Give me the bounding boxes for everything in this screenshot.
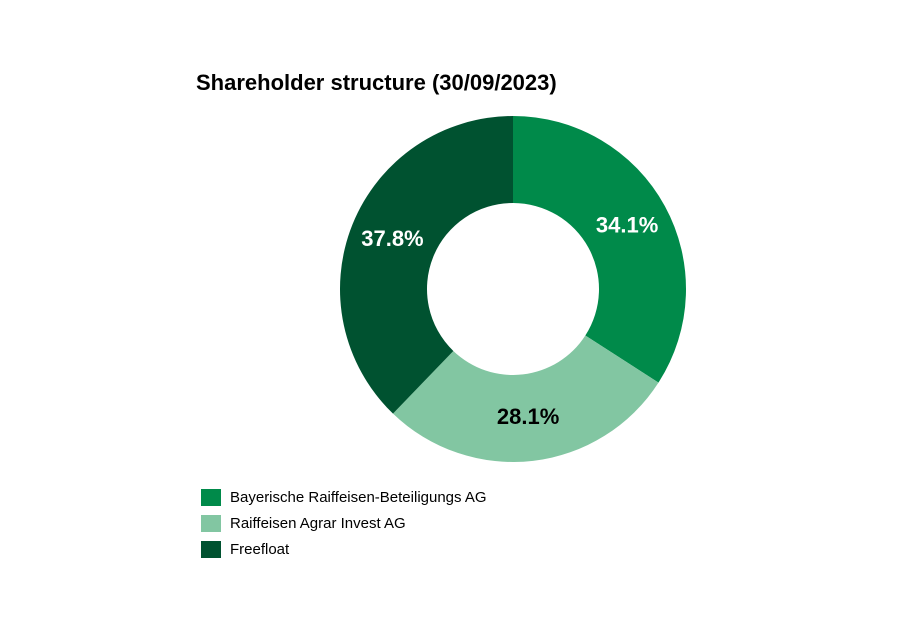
slice-value-label: 34.1% (596, 213, 658, 238)
legend-swatch (201, 488, 221, 506)
legend-item: Raiffeisen Agrar Invest AG (201, 510, 487, 536)
donut-slice (392, 335, 659, 462)
legend: Bayerische Raiffeisen-Beteiligungs AG Ra… (201, 484, 487, 562)
slice-value-label: 28.1% (497, 404, 559, 429)
legend-item: Bayerische Raiffeisen-Beteiligungs AG (201, 484, 487, 510)
legend-label: Bayerische Raiffeisen-Beteiligungs AG (230, 488, 487, 506)
chart-title: Shareholder structure (30/09/2023) (196, 70, 557, 95)
slice-value-label: 37.8% (361, 226, 423, 251)
legend-swatch (201, 540, 221, 558)
donut-slice (339, 116, 513, 414)
legend-label: Freefloat (230, 540, 290, 558)
legend-label: Raiffeisen Agrar Invest AG (230, 514, 406, 532)
donut-slice (513, 116, 686, 383)
legend-swatch (201, 514, 221, 532)
legend-item: Freefloat (201, 536, 487, 562)
